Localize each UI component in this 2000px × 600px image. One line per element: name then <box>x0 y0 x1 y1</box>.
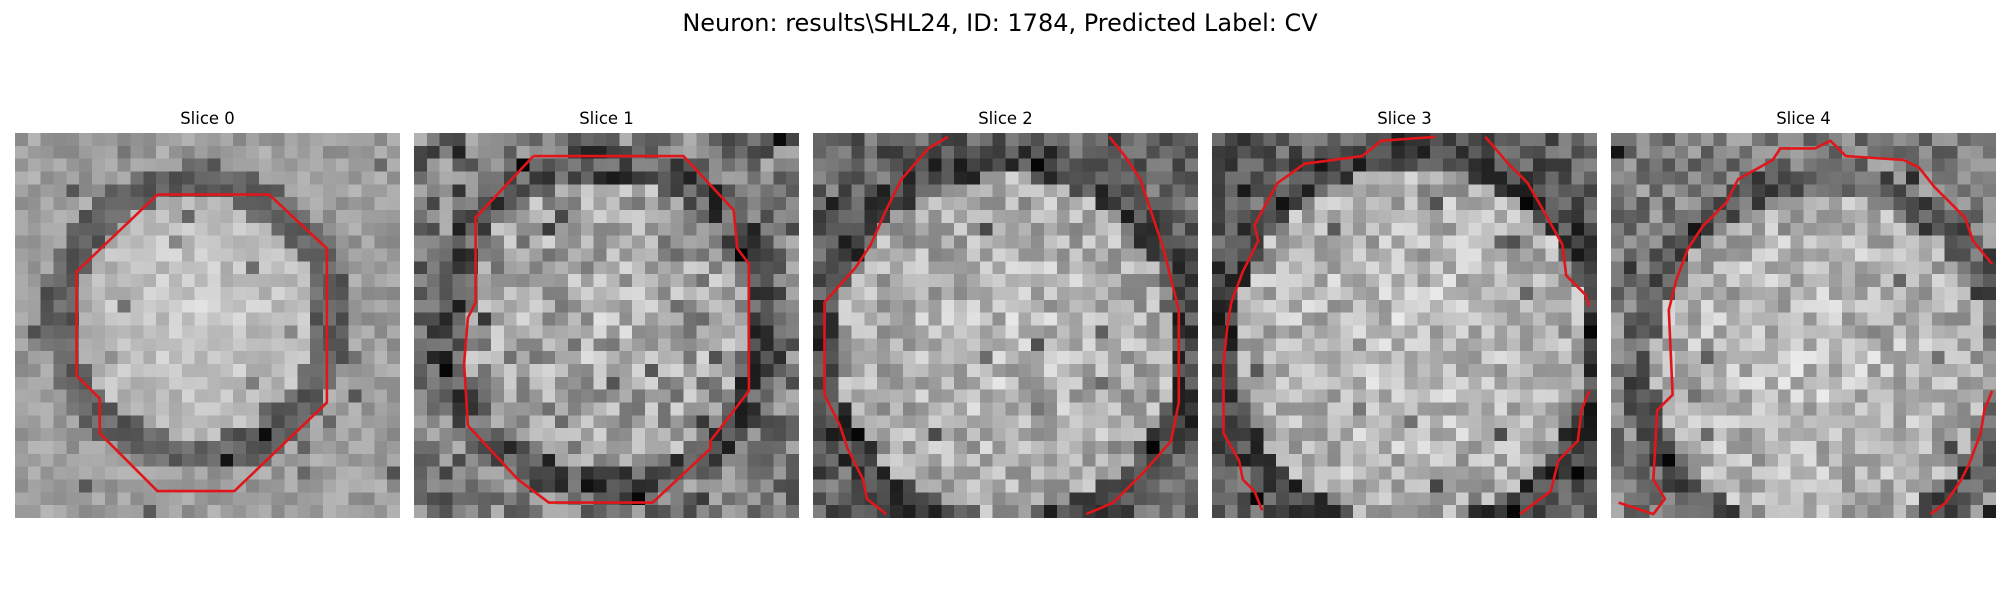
cell-contour-line <box>1519 390 1591 516</box>
cell-contour-line <box>462 154 751 504</box>
pixel-grid <box>1611 133 1996 518</box>
slice-image-2 <box>813 133 1198 518</box>
pixel-grid <box>1212 133 1597 518</box>
cell-contour-line <box>1085 136 1181 516</box>
slice-panel-0: Slice 0 <box>15 108 400 518</box>
slice-title-2: Slice 2 <box>978 109 1033 128</box>
cell-contour-line <box>823 135 949 516</box>
cell-contour-line <box>1222 135 1436 511</box>
slice-panel-2: Slice 2 <box>813 108 1198 518</box>
cell-contour-line <box>1484 136 1591 307</box>
slice-image-3 <box>1212 133 1597 518</box>
slice-title-4: Slice 4 <box>1776 109 1831 128</box>
slice-title-0: Slice 0 <box>180 109 235 128</box>
pixel-grid <box>414 133 799 518</box>
cell-contour-line <box>1618 139 1994 516</box>
pixel-grid <box>813 133 1198 518</box>
slice-panel-3: Slice 3 <box>1212 108 1597 518</box>
cell-contour-line <box>1929 390 1994 516</box>
pixel-grid <box>15 133 400 518</box>
figure-title: Neuron: results\SHL24, ID: 1784, Predict… <box>682 9 1318 37</box>
slice-title-3: Slice 3 <box>1377 109 1432 128</box>
slice-image-0 <box>15 133 400 518</box>
slice-title-1: Slice 1 <box>579 109 634 128</box>
slice-panel-4: Slice 4 <box>1611 108 1996 518</box>
slice-image-1 <box>414 133 799 518</box>
slice-panel-1: Slice 1 <box>414 108 799 518</box>
cell-contour-line <box>75 193 329 493</box>
slice-image-4 <box>1611 133 1996 518</box>
